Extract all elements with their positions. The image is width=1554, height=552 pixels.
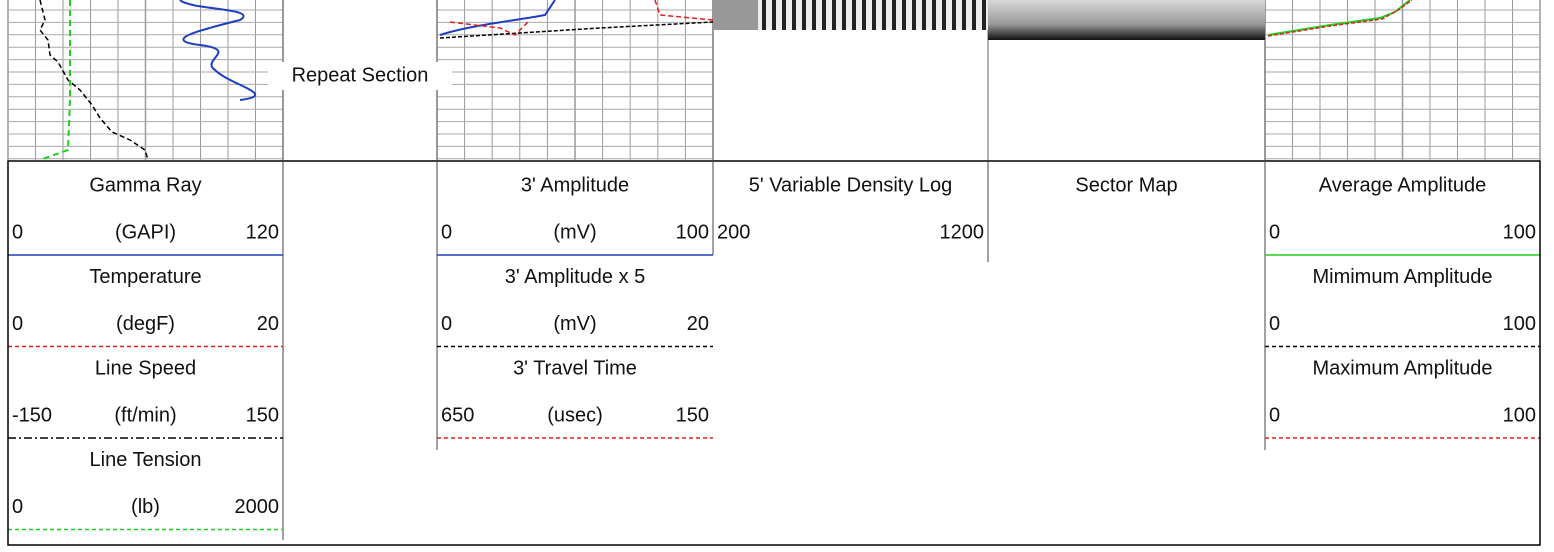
scale-right: 2000 — [235, 496, 280, 518]
sector-map-image — [988, 0, 1265, 40]
scale-right: 1200 — [940, 221, 985, 243]
curve-name: 3' Amplitude — [521, 174, 629, 196]
curve-name: Average Amplitude — [1319, 174, 1487, 196]
scale-unit: (GAPI) — [115, 221, 176, 243]
curve-name: Line Tension — [90, 449, 202, 471]
scale-right: 100 — [1503, 313, 1536, 335]
scale-right: 100 — [1503, 221, 1536, 243]
scale-left: 0 — [12, 313, 23, 335]
scale-left: 0 — [1269, 404, 1280, 426]
annotation: Repeat Section — [292, 64, 429, 86]
scale-right: 20 — [687, 313, 709, 335]
scale-unit: (mV) — [553, 313, 596, 335]
curve-name: 3' Amplitude x 5 — [505, 266, 646, 288]
scale-right: 150 — [246, 404, 279, 426]
curve — [180, 0, 255, 100]
curve-name: 5' Variable Density Log — [749, 174, 953, 196]
scale-left: 0 — [441, 221, 452, 243]
scale-right: 120 — [246, 221, 279, 243]
scale-unit: (lb) — [131, 496, 160, 518]
curve — [440, 0, 555, 35]
scale-left: 0 — [12, 496, 23, 518]
curve-name: Mimimum Amplitude — [1312, 266, 1492, 288]
scale-left: 0 — [1269, 221, 1280, 243]
scale-right: 100 — [1503, 404, 1536, 426]
scale-unit: (usec) — [547, 404, 603, 426]
scale-left: 650 — [441, 404, 474, 426]
well-log: Repeat Section Gamma Ray 0 (GAPI) 120 Temper… — [0, 0, 1554, 547]
curve-name: Line Speed — [95, 357, 196, 379]
scale-unit: (degF) — [116, 313, 175, 335]
scale-unit: (mV) — [553, 221, 596, 243]
curve-name: Gamma Ray — [89, 174, 201, 196]
scale-right: 20 — [257, 313, 279, 335]
scale-right: 100 — [676, 221, 709, 243]
curve-name: Sector Map — [1075, 174, 1177, 196]
curve — [40, 0, 70, 160]
page: Repeat Section Gamma Ray 0 (GAPI) 120 Temper… — [0, 0, 1554, 552]
scale-left: 200 — [717, 221, 750, 243]
vdl-image — [713, 0, 758, 30]
curve — [40, 0, 148, 160]
curve — [1268, 0, 1410, 35]
scale-right: 150 — [676, 404, 709, 426]
curve — [440, 22, 713, 38]
curve-name: Temperature — [89, 266, 201, 288]
scale-unit: (ft/min) — [114, 404, 176, 426]
scale-left: 0 — [1269, 313, 1280, 335]
curve-name: 3' Travel Time — [513, 357, 637, 379]
scale-left: 0 — [12, 221, 23, 243]
header: Gamma Ray 0 (GAPI) 120 Temperature 0 (degF) 20 L… — [8, 162, 1540, 540]
curve-name: Maximum Amplitude — [1312, 357, 1492, 379]
scale-left: -150 — [12, 404, 52, 426]
scale-left: 0 — [441, 313, 452, 335]
border — [8, 161, 1540, 545]
